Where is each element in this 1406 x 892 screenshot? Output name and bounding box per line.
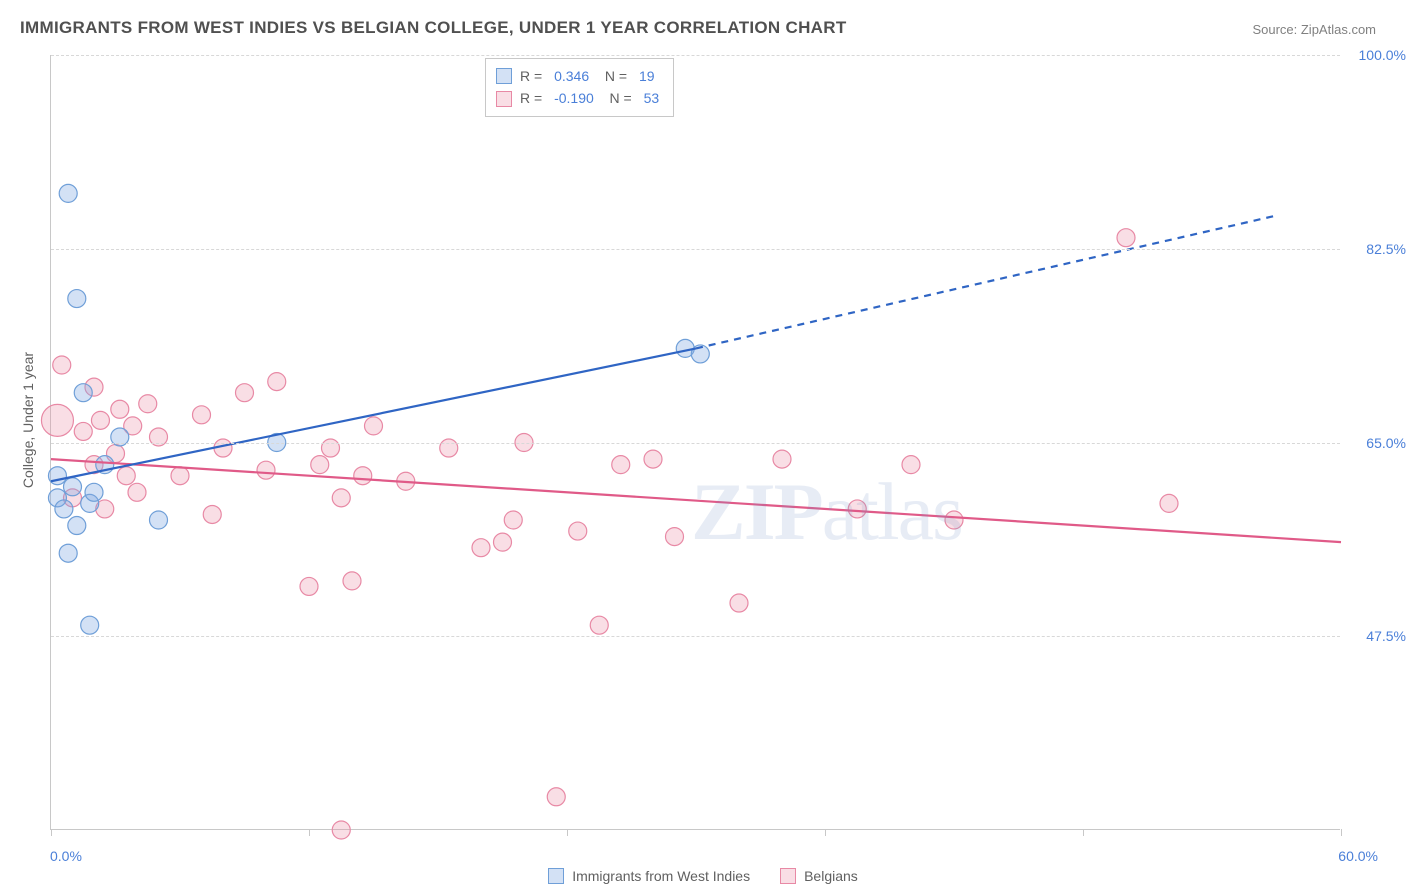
scatter-point bbox=[730, 594, 748, 612]
y-tick-label: 82.5% bbox=[1366, 241, 1406, 257]
scatter-point bbox=[171, 467, 189, 485]
series-legend: Immigrants from West Indies Belgians bbox=[0, 868, 1406, 884]
scatter-point bbox=[547, 788, 565, 806]
scatter-point bbox=[74, 384, 92, 402]
scatter-point bbox=[1117, 229, 1135, 247]
n-value-2: 53 bbox=[644, 87, 660, 109]
legend-label-2: Belgians bbox=[804, 868, 858, 884]
chart-title: IMMIGRANTS FROM WEST INDIES VS BELGIAN C… bbox=[20, 18, 847, 38]
scatter-point bbox=[64, 478, 82, 496]
swatch-blue-2 bbox=[548, 868, 564, 884]
y-tick-label: 47.5% bbox=[1366, 628, 1406, 644]
r-label-2: R = bbox=[520, 87, 546, 109]
swatch-blue bbox=[496, 68, 512, 84]
scatter-point bbox=[332, 821, 350, 839]
scatter-point bbox=[644, 450, 662, 468]
swatch-pink bbox=[496, 91, 512, 107]
scatter-point bbox=[55, 500, 73, 518]
scatter-point bbox=[150, 511, 168, 529]
n-label-1: N = bbox=[597, 65, 631, 87]
scatter-point bbox=[504, 511, 522, 529]
scatter-point bbox=[569, 522, 587, 540]
trend-line bbox=[51, 348, 696, 481]
x-min-label: 0.0% bbox=[50, 848, 82, 864]
y-tick-label: 65.0% bbox=[1366, 435, 1406, 451]
source-label: Source: ZipAtlas.com bbox=[1252, 22, 1376, 37]
n-label-2: N = bbox=[602, 87, 636, 109]
stats-row-1: R = 0.346 N = 19 bbox=[496, 65, 659, 87]
scatter-point bbox=[48, 467, 66, 485]
scatter-point bbox=[59, 544, 77, 562]
scatter-point bbox=[128, 483, 146, 501]
scatter-point bbox=[343, 572, 361, 590]
scatter-point bbox=[848, 500, 866, 518]
n-value-1: 19 bbox=[639, 65, 655, 87]
scatter-point bbox=[257, 461, 275, 479]
scatter-point bbox=[41, 404, 73, 436]
scatter-point bbox=[472, 539, 490, 557]
stats-legend: R = 0.346 N = 19 R = -0.190 N = 53 bbox=[485, 58, 674, 117]
legend-label-1: Immigrants from West Indies bbox=[572, 868, 750, 884]
scatter-point bbox=[236, 384, 254, 402]
y-tick-label: 100.0% bbox=[1359, 47, 1406, 63]
scatter-point bbox=[68, 290, 86, 308]
swatch-pink-2 bbox=[780, 868, 796, 884]
r-value-1: 0.346 bbox=[554, 65, 589, 87]
scatter-point bbox=[311, 456, 329, 474]
scatter-point bbox=[332, 489, 350, 507]
scatter-point bbox=[53, 356, 71, 374]
scatter-point bbox=[773, 450, 791, 468]
plot-area: ZIPatlas 100.0%82.5%65.0%47.5% bbox=[50, 55, 1340, 830]
trend-line bbox=[696, 216, 1277, 349]
scatter-point bbox=[590, 616, 608, 634]
x-max-label: 60.0% bbox=[1338, 848, 1378, 864]
scatter-point bbox=[68, 517, 86, 535]
trend-line bbox=[51, 459, 1341, 542]
scatter-point bbox=[74, 422, 92, 440]
scatter-point bbox=[203, 505, 221, 523]
scatter-point bbox=[111, 400, 129, 418]
legend-item-1: Immigrants from West Indies bbox=[548, 868, 750, 884]
scatter-point bbox=[666, 528, 684, 546]
r-value-2: -0.190 bbox=[554, 87, 594, 109]
legend-item-2: Belgians bbox=[780, 868, 858, 884]
scatter-point bbox=[117, 467, 135, 485]
scatter-point bbox=[81, 616, 99, 634]
scatter-point bbox=[902, 456, 920, 474]
scatter-point bbox=[612, 456, 630, 474]
r-label-1: R = bbox=[520, 65, 546, 87]
scatter-point bbox=[300, 577, 318, 595]
scatter-point bbox=[85, 483, 103, 501]
scatter-point bbox=[59, 184, 77, 202]
scatter-point bbox=[193, 406, 211, 424]
scatter-point bbox=[91, 411, 109, 429]
scatter-point bbox=[494, 533, 512, 551]
scatter-point bbox=[945, 511, 963, 529]
scatter-point bbox=[365, 417, 383, 435]
scatter-point bbox=[1160, 494, 1178, 512]
scatter-point bbox=[354, 467, 372, 485]
scatter-point bbox=[268, 373, 286, 391]
y-axis-title: College, Under 1 year bbox=[20, 352, 36, 488]
stats-row-2: R = -0.190 N = 53 bbox=[496, 87, 659, 109]
scatter-point bbox=[139, 395, 157, 413]
